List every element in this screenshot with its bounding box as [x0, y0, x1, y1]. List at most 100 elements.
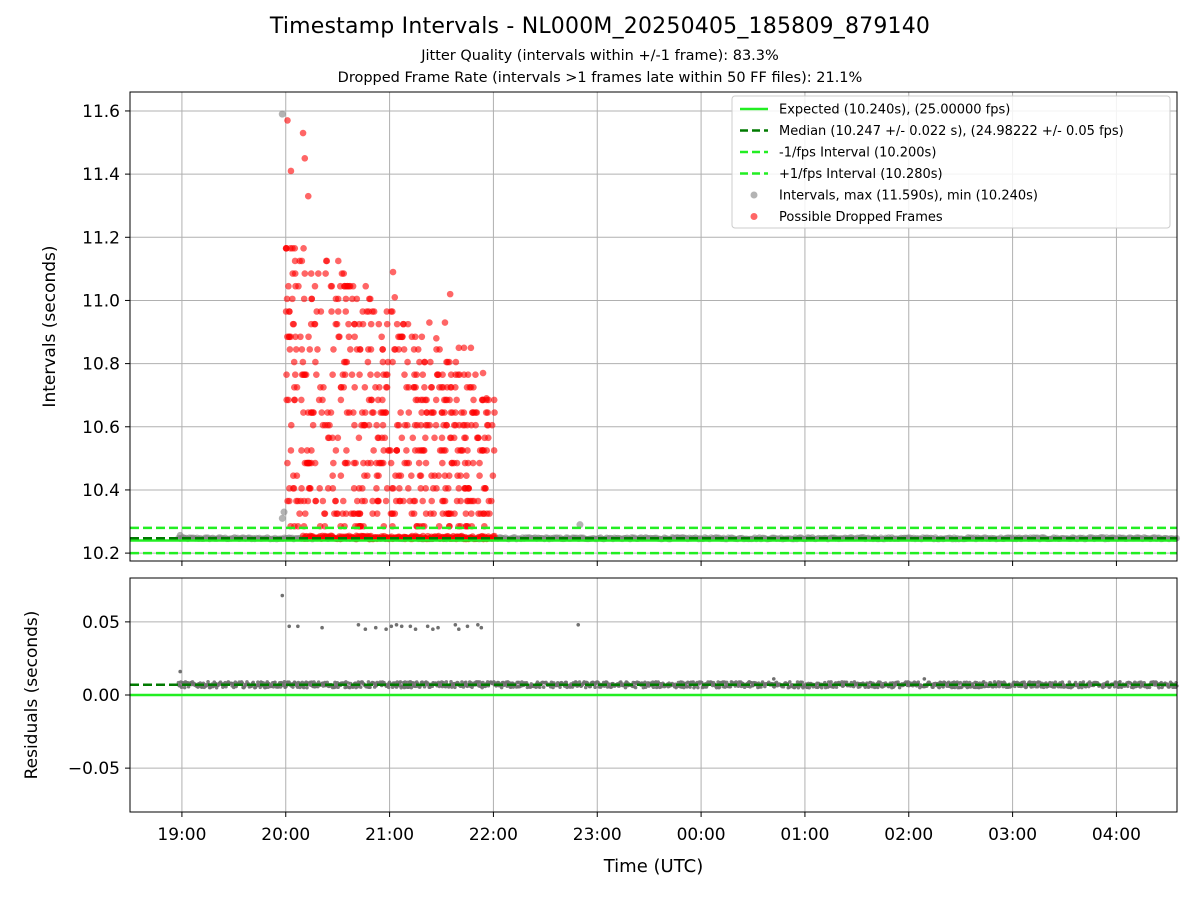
y-axis-label: Intervals (seconds) [40, 245, 60, 407]
residual-point [787, 680, 792, 684]
x-tick-label: 04:00 [1092, 825, 1141, 845]
dropped-frame-point [421, 358, 428, 366]
y-tick-label: 0.00 [82, 686, 120, 706]
dropped-frame-point [451, 510, 458, 517]
dropped-frame-point [360, 459, 367, 467]
dropped-frame-point [404, 485, 412, 492]
residual-point [476, 623, 480, 627]
dropped-frame-point [366, 295, 373, 303]
dropped-frame-point [484, 409, 491, 416]
dropped-frame-point [457, 447, 464, 454]
dropped-frame-point [336, 282, 344, 290]
dropped-frame-point [284, 117, 291, 124]
dropped-frame-point [370, 447, 377, 454]
dropped-frame-point [353, 497, 361, 505]
dropped-frame-point [373, 371, 381, 378]
dropped-frame-point [350, 485, 358, 492]
residuals-plot: −0.05 0.00 0.05 19:00 20:00 21:00 22:00 23:00 00… [22, 577, 1179, 877]
legend-label: Intervals, max (11.590s), min (10.240s) [779, 189, 1038, 204]
dropped-frame-point [338, 270, 346, 277]
dropped-frame-point [290, 383, 298, 391]
dropped-frame-point [307, 320, 315, 328]
dropped-frame-point [422, 434, 429, 442]
dropped-frame-point [299, 358, 307, 366]
residual-point [280, 593, 285, 598]
dropped-frame-point [382, 497, 390, 505]
dropped-frame-point [429, 485, 437, 492]
dropped-frame-point [400, 346, 408, 353]
y-tick-label: −0.05 [68, 759, 120, 779]
dropped-frame-point [291, 396, 298, 404]
dropped-frame-point [334, 257, 342, 265]
dropped-frame-point [362, 282, 370, 290]
dropped-frame-point [319, 421, 327, 429]
residual-point [408, 624, 413, 629]
dropped-frame-point [315, 270, 322, 277]
dropped-frame-point [465, 485, 472, 492]
residual-point [179, 685, 184, 690]
dropped-frame-point [472, 371, 479, 378]
dropped-frame-point [345, 333, 353, 341]
dropped-frame-point [379, 358, 387, 366]
dropped-frame-point [356, 346, 364, 353]
residual-point [444, 680, 449, 684]
dropped-frame-point [436, 447, 444, 454]
residual-point [302, 685, 306, 690]
y-tick-label: 0.05 [82, 613, 120, 633]
y-tick-label: 11.4 [82, 165, 120, 185]
dropped-frame-point [476, 459, 483, 467]
residual-point [384, 627, 388, 631]
residual-point [413, 627, 418, 631]
dropped-frame-point [336, 333, 343, 341]
residual-point [373, 625, 378, 630]
residual-point [800, 680, 805, 685]
dropped-frame-point [374, 497, 382, 505]
dropped-frame-point [307, 485, 314, 492]
dropped-frame-point [310, 409, 317, 416]
residual-point [460, 680, 464, 684]
dropped-frame-point [435, 472, 442, 480]
residual-point [363, 627, 368, 631]
dropped-frame-point [381, 434, 389, 442]
dropped-frame-point [470, 396, 477, 404]
dropped-frame-point [300, 295, 308, 303]
residual-point [937, 685, 942, 690]
dropped-frame-point [413, 371, 420, 378]
dropped-frame-point [342, 295, 350, 303]
dropped-frame-point [367, 371, 374, 378]
dropped-frame-point [361, 383, 369, 391]
dropped-frame-point [316, 485, 324, 492]
dropped-frame-point [414, 346, 422, 353]
dropped-frame-point [479, 369, 487, 377]
dropped-frame-point [389, 510, 396, 517]
residual-point [273, 680, 277, 685]
legend-swatch-dot [750, 213, 758, 220]
dropped-frame-point [464, 459, 472, 467]
dropped-frame-point [355, 434, 363, 442]
dropped-frame-point [469, 459, 477, 467]
dropped-frame-point [325, 434, 333, 442]
residual-point [425, 624, 430, 629]
dropped-frame-point [337, 472, 345, 480]
dropped-frame-point [309, 421, 317, 429]
dropped-frame-point [461, 434, 468, 442]
legend-label: Median (10.247 +/- 0.022 s), (24.98222 +… [779, 124, 1124, 139]
dropped-frame-point [306, 346, 314, 353]
dropped-frame-point [408, 333, 416, 341]
dropped-frame-point [460, 371, 468, 378]
dropped-frame-point [474, 497, 482, 505]
dropped-frame-point [404, 358, 411, 366]
dropped-frame-point [377, 459, 384, 467]
residual-point [819, 685, 824, 690]
residual-point [623, 685, 628, 690]
dropped-frame-point [464, 447, 471, 454]
residual-point [499, 685, 504, 690]
residual-point [1081, 680, 1086, 684]
residual-point [481, 680, 485, 685]
dropped-frame-point [319, 497, 327, 505]
dropped-frame-point [367, 459, 375, 467]
dropped-frame-point [416, 358, 423, 366]
dropped-frame-point [467, 344, 475, 352]
dropped-frame-point [368, 409, 376, 416]
dropped-frame-point [330, 459, 337, 467]
